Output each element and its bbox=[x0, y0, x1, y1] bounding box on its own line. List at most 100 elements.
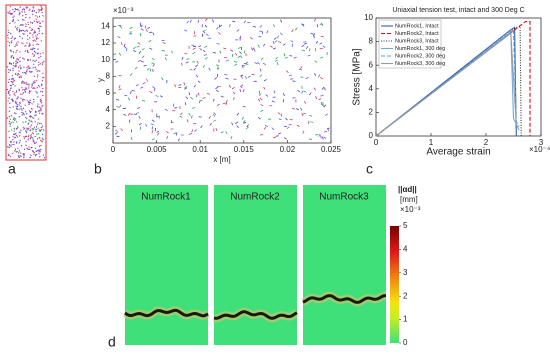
crack bbox=[237, 126, 239, 128]
crack bbox=[146, 124, 147, 127]
crack bbox=[309, 48, 310, 51]
crack bbox=[43, 129, 44, 130]
crack bbox=[32, 11, 33, 12]
crack bbox=[156, 96, 159, 97]
crack bbox=[277, 62, 278, 65]
crack bbox=[31, 104, 32, 105]
crack bbox=[35, 129, 36, 130]
crack bbox=[10, 69, 11, 70]
crack bbox=[33, 141, 34, 142]
crack bbox=[209, 116, 211, 118]
field-background bbox=[125, 185, 208, 345]
crack bbox=[15, 65, 16, 66]
crack bbox=[9, 103, 10, 104]
crack bbox=[246, 62, 249, 64]
crack bbox=[132, 90, 135, 91]
crack bbox=[37, 123, 38, 124]
crack bbox=[25, 31, 26, 32]
crack bbox=[237, 113, 239, 115]
crack bbox=[292, 29, 294, 32]
crack bbox=[11, 129, 12, 130]
panel-label: NumRock1 bbox=[141, 192, 191, 203]
crack bbox=[302, 45, 304, 47]
crack bbox=[141, 29, 144, 30]
crack bbox=[21, 11, 22, 12]
crack bbox=[9, 123, 10, 124]
crack bbox=[324, 131, 327, 132]
crack bbox=[203, 50, 205, 52]
crack bbox=[300, 66, 302, 68]
crack bbox=[131, 91, 132, 94]
crack bbox=[284, 53, 285, 56]
crack bbox=[186, 62, 189, 63]
crack bbox=[310, 122, 313, 123]
crack bbox=[37, 22, 38, 23]
y-tick-label: 4 bbox=[369, 84, 374, 93]
crack bbox=[196, 75, 198, 77]
crack bbox=[189, 133, 192, 134]
crack bbox=[317, 24, 318, 27]
crack bbox=[238, 47, 241, 49]
crack bbox=[121, 42, 122, 45]
crack bbox=[34, 21, 35, 22]
crack bbox=[152, 139, 155, 140]
crack bbox=[302, 91, 303, 94]
crack bbox=[176, 132, 177, 135]
chart-title: Uniaxial tension test, intact and 300 De… bbox=[392, 7, 524, 14]
crack bbox=[178, 85, 181, 86]
crack bbox=[8, 98, 9, 99]
crack bbox=[27, 84, 28, 85]
crack bbox=[30, 71, 31, 72]
crack bbox=[140, 127, 141, 130]
panel-letter: d bbox=[108, 334, 116, 350]
crack bbox=[198, 46, 201, 47]
x-tick-label: 0 bbox=[374, 138, 379, 147]
crack bbox=[40, 99, 41, 100]
crack bbox=[153, 64, 155, 66]
crack bbox=[234, 61, 237, 62]
crack bbox=[205, 57, 207, 59]
crack bbox=[216, 128, 217, 131]
y-tick-label: 10 bbox=[364, 13, 373, 22]
crack bbox=[184, 30, 187, 31]
crack bbox=[286, 71, 288, 73]
crack bbox=[194, 85, 196, 88]
crack bbox=[274, 90, 275, 93]
crack bbox=[294, 57, 297, 58]
crack bbox=[325, 114, 327, 116]
crack bbox=[314, 19, 316, 22]
crack bbox=[147, 79, 148, 82]
crack bbox=[17, 148, 18, 149]
crack bbox=[314, 73, 316, 75]
crack bbox=[215, 77, 217, 79]
crack bbox=[19, 29, 20, 30]
crack bbox=[273, 48, 276, 49]
crack bbox=[19, 102, 20, 103]
crack bbox=[9, 23, 10, 24]
crack bbox=[33, 47, 34, 48]
y-tick-label: 6 bbox=[369, 60, 374, 69]
crack bbox=[304, 101, 306, 103]
crack bbox=[137, 108, 140, 109]
crack bbox=[218, 32, 220, 34]
crack bbox=[223, 48, 226, 49]
crack bbox=[26, 148, 27, 149]
crack bbox=[210, 123, 212, 125]
crack bbox=[322, 137, 323, 140]
crack bbox=[292, 81, 295, 82]
crack bbox=[242, 117, 243, 120]
crack bbox=[260, 69, 261, 72]
crack bbox=[226, 131, 228, 134]
crack bbox=[13, 62, 14, 63]
crack bbox=[31, 72, 32, 73]
crack bbox=[12, 139, 13, 140]
legend-label: NumRock3, 300 deg bbox=[395, 61, 445, 67]
crack bbox=[151, 124, 154, 125]
crack bbox=[16, 45, 17, 46]
y-axis-label: y bbox=[96, 78, 105, 82]
crack bbox=[231, 123, 232, 126]
crack bbox=[152, 58, 155, 59]
crack bbox=[272, 128, 274, 130]
crack bbox=[24, 67, 25, 68]
